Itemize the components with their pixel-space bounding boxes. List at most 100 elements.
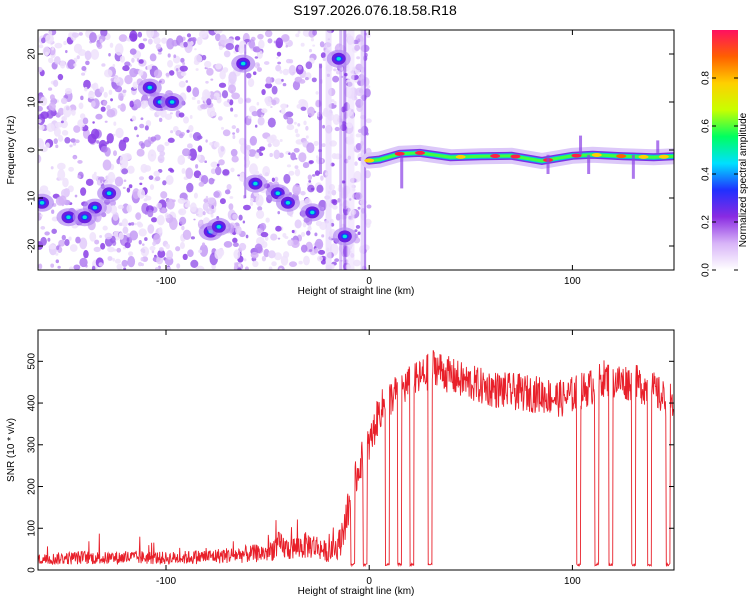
noise-speckle [93, 171, 97, 176]
noise-speckle [118, 92, 124, 101]
noise-speckle [109, 42, 114, 48]
noise-speckle [51, 46, 55, 51]
noise-speckle [310, 187, 315, 191]
noise-speckle [186, 182, 194, 193]
carrier-spike [656, 140, 660, 155]
noise-speckle [144, 125, 149, 131]
noise-speckle [322, 124, 326, 129]
noise-speckle [314, 170, 320, 176]
noise-speckle [244, 266, 249, 270]
noise-speckle [218, 82, 227, 88]
noise-speckle [270, 233, 278, 241]
noise-speckle [215, 33, 221, 42]
noise-speckle [42, 46, 51, 56]
noise-speckle [122, 226, 129, 234]
noise-speckle [178, 133, 184, 139]
noise-speckle [114, 85, 123, 93]
noise-speckle [206, 98, 212, 106]
noise-speckle [140, 246, 150, 257]
noise-speckle [126, 237, 130, 242]
noise-speckle [128, 184, 133, 189]
colorbar-tick-label: 0.4 [701, 167, 712, 181]
noise-speckle [297, 65, 303, 70]
noise-speckle [252, 260, 259, 268]
noise-speckle [230, 148, 238, 157]
noise-speckle [197, 145, 203, 153]
noise-speckle [286, 164, 292, 168]
noise-speckle [103, 91, 108, 98]
noise-speckle [143, 198, 148, 202]
noise-speckle [277, 61, 282, 65]
noise-speckle [276, 51, 282, 57]
noise-speckle [40, 214, 44, 217]
blob-peak [92, 205, 98, 210]
noise-speckle [280, 107, 286, 115]
noise-speckle [313, 110, 317, 113]
noise-speckle [59, 60, 66, 69]
noise-speckle [150, 136, 157, 142]
noise-speckle [298, 79, 306, 84]
noise-speckle [232, 134, 236, 140]
noise-speckle [182, 229, 192, 241]
noise-speckle [300, 42, 305, 47]
noise-speckle [143, 139, 152, 148]
noise-speckle [259, 222, 267, 231]
noise-speckle [275, 225, 282, 232]
noise-speckle [147, 38, 153, 45]
noise-speckle [204, 90, 211, 97]
noise-speckle [68, 236, 72, 241]
noise-speckle [260, 114, 264, 118]
noise-speckle [184, 202, 191, 208]
noise-speckle [79, 257, 88, 268]
noise-speckle [117, 204, 124, 210]
noise-speckle [306, 142, 315, 154]
spectrogram-x-label: Height of straight line (km) [298, 286, 415, 297]
noise-speckle [261, 89, 266, 96]
noise-speckle [38, 155, 41, 161]
noise-speckle [116, 247, 122, 253]
carrier-spike [631, 154, 635, 179]
noise-speckle [254, 124, 258, 128]
noise-speckle [106, 104, 111, 111]
noise-speckle [136, 134, 139, 138]
noise-speckle [166, 38, 175, 50]
blob-peak [285, 201, 291, 205]
noise-speckle [258, 39, 265, 50]
noise-speckle [181, 168, 186, 174]
noise-speckle [208, 210, 212, 214]
noise-speckle [177, 197, 186, 204]
noise-speckle [287, 69, 290, 73]
noise-speckle [305, 125, 309, 131]
noise-speckle [334, 258, 340, 263]
noise-speckle [117, 104, 122, 109]
noise-speckle [365, 118, 372, 124]
noise-speckle [146, 65, 152, 70]
streak-line [244, 44, 247, 199]
noise-speckle [202, 211, 206, 216]
noise-speckle [255, 201, 260, 206]
noise-speckle [160, 191, 168, 199]
noise-speckle [356, 56, 361, 60]
noise-speckle [211, 205, 215, 210]
noise-speckle [202, 202, 209, 211]
noise-speckle [218, 151, 224, 158]
noise-speckle [79, 237, 88, 250]
noise-speckle [271, 85, 278, 95]
noise-speckle [185, 80, 189, 83]
noise-speckle [85, 178, 94, 186]
noise-speckle [58, 195, 67, 206]
carrier-spike [400, 154, 404, 189]
noise-speckle [41, 37, 46, 44]
noise-speckle [90, 100, 96, 108]
noise-speckle [234, 36, 241, 41]
noise-speckle [233, 249, 241, 260]
noise-speckle [131, 115, 137, 122]
noise-speckle [206, 67, 214, 76]
noise-speckle [102, 159, 112, 171]
noise-speckle [179, 241, 185, 250]
noise-speckle [144, 237, 148, 242]
noise-speckle [158, 117, 163, 123]
noise-speckle [100, 30, 108, 37]
noise-speckle [275, 37, 284, 49]
noise-speckle [133, 99, 142, 109]
